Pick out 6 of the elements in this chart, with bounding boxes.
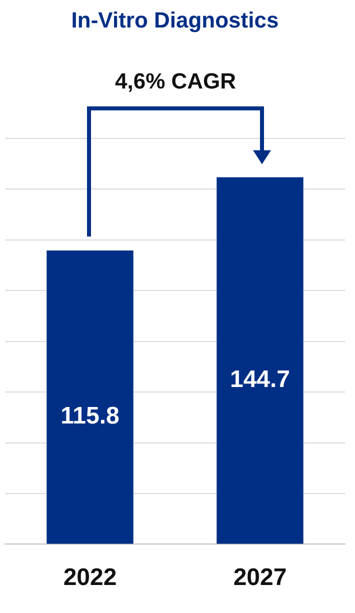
x-tick-label: 2022: [63, 564, 117, 592]
chart-title: In-Vitro Diagnostics: [71, 7, 279, 32]
data-label: 115.8: [60, 402, 120, 430]
x-tick-label: 2027: [233, 564, 287, 592]
data-label: 144.7: [230, 366, 290, 394]
text: 4,6% CAGR: [114, 68, 236, 94]
